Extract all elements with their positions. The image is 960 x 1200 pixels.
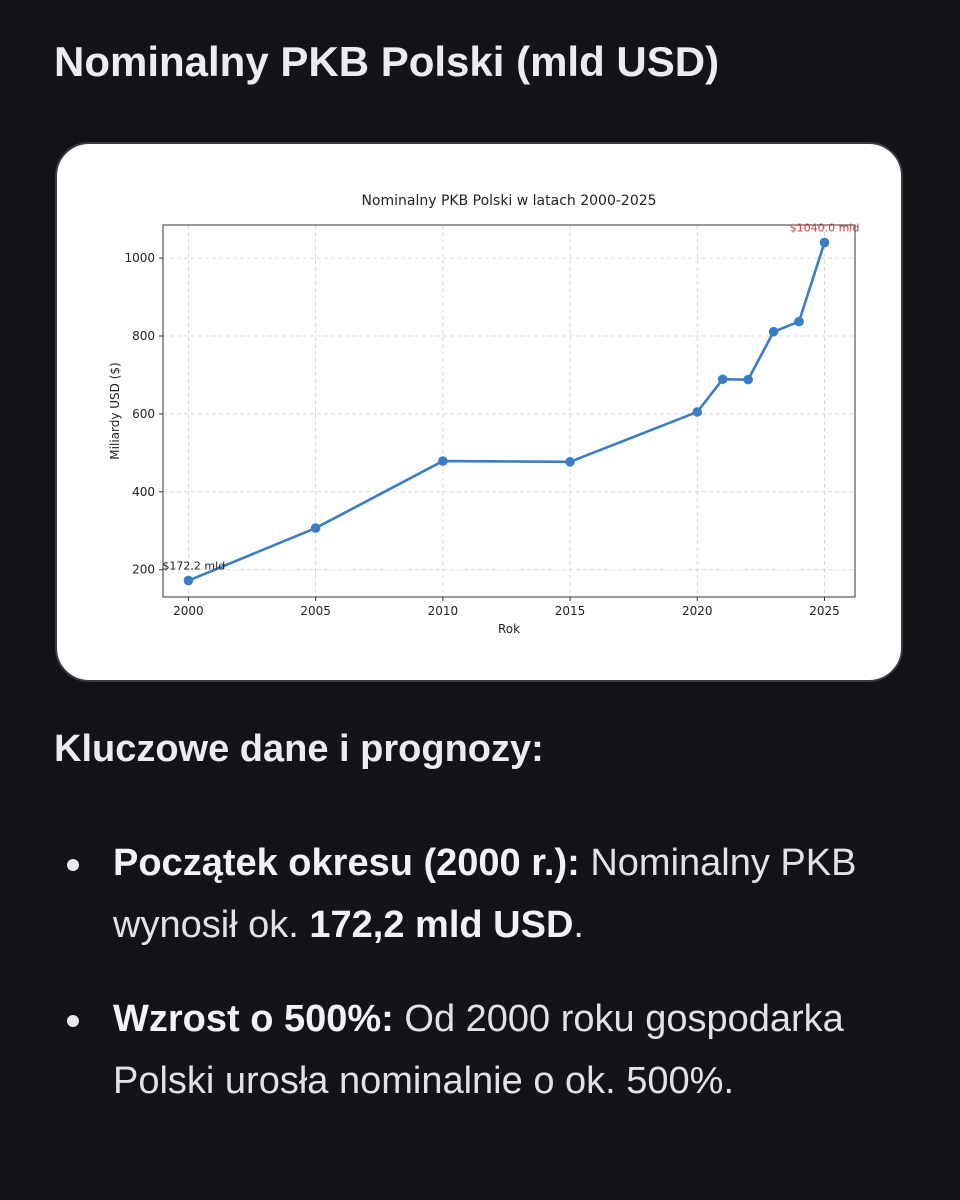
chart-title: Nominalny PKB Polski w latach 2000-2025 xyxy=(361,193,656,209)
bullet-text: Początek okresu (2000 r.): Nominalny PKB… xyxy=(113,832,873,956)
x-tick-label: 2015 xyxy=(555,604,586,618)
bullet-highlight: 172,2 mld USD xyxy=(309,904,574,946)
bullet-text: Wzrost o 500%: Od 2000 roku gospodarka P… xyxy=(113,988,873,1112)
y-tick-label: 200 xyxy=(132,563,155,577)
y-axis-label: Miliardy USD ($) xyxy=(108,362,122,459)
x-tick-label: 2000 xyxy=(173,604,204,618)
chart-card: 2000 2005 2010 2015 2020 2025 200 400 600 800 1000… xyxy=(55,142,903,682)
y-tick-label: 400 xyxy=(132,485,155,499)
bullet-lead: Wzrost o 500%: xyxy=(113,998,394,1040)
bullet-dot xyxy=(67,859,79,871)
data-point xyxy=(717,374,728,385)
data-point xyxy=(692,407,703,417)
x-axis-label: Rok xyxy=(498,622,520,636)
y-tick-label: 1000 xyxy=(124,251,155,265)
section-heading: Kluczowe dane i prognozy: xyxy=(54,728,544,770)
line-chart: 2000 2005 2010 2015 2020 2025 200 400 600 800 1000… xyxy=(108,193,860,636)
bullet-dot xyxy=(67,1015,79,1027)
x-tick-label: 2020 xyxy=(682,604,713,618)
bullet-body: Nominalny PKB wynosił ok. xyxy=(113,842,857,946)
data-point xyxy=(310,523,321,533)
data-point xyxy=(565,457,575,467)
bullet-body: Od 2000 roku gospodarka Polski urosła no… xyxy=(113,998,844,1102)
data-point xyxy=(794,316,804,327)
data-point xyxy=(819,237,830,248)
x-tick-label: 2025 xyxy=(809,604,840,618)
data-point xyxy=(743,374,753,385)
x-tick-label: 2005 xyxy=(300,604,331,618)
x-tick-label: 2010 xyxy=(428,604,459,618)
y-tick-label: 600 xyxy=(132,407,155,421)
data-label: $1040.0 mld xyxy=(790,222,860,235)
data-label: $172.2 mld xyxy=(162,560,225,573)
bullet-lead: Początek okresu (2000 r.): xyxy=(113,842,580,884)
bullet-tail: . xyxy=(573,904,584,946)
series-line xyxy=(187,242,826,582)
data-point xyxy=(768,326,779,337)
page-title: Nominalny PKB Polski (mld USD) xyxy=(54,38,720,85)
data-point xyxy=(183,575,194,586)
plot-frame xyxy=(162,224,856,598)
data-point xyxy=(438,456,448,466)
y-tick-label: 800 xyxy=(132,329,155,343)
